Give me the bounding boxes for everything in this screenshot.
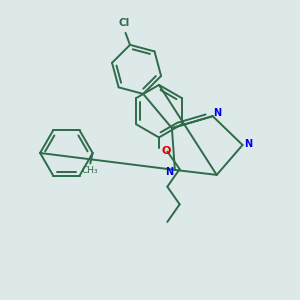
Text: O: O (162, 146, 171, 156)
Text: CH₃: CH₃ (82, 167, 99, 176)
Text: N: N (165, 167, 174, 177)
Text: N: N (213, 108, 221, 118)
Text: N: N (244, 139, 253, 148)
Text: Cl: Cl (118, 18, 130, 28)
